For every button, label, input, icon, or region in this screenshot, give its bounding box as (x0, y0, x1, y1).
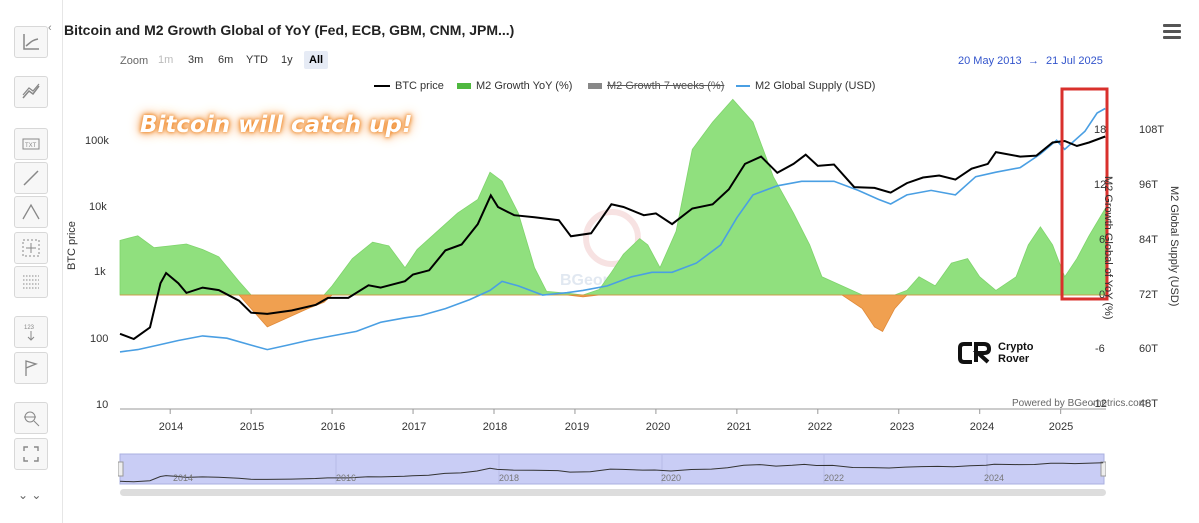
right1-tick-12: 12 (1094, 179, 1107, 191)
navigator-left-handle (118, 461, 124, 477)
legend-item-btc[interactable]: BTC price (374, 80, 444, 92)
btc-price-line (119, 135, 1106, 341)
trend-lines-icon[interactable] (14, 76, 48, 108)
line-chart-icon[interactable] (14, 26, 48, 58)
fibonacci-icon[interactable] (14, 266, 48, 298)
left-axis-title: BTC price (66, 221, 78, 270)
nav-tick-2020: 2020 (661, 473, 682, 483)
highlight-box (1060, 87, 1109, 301)
right2-tick-108T: 108T (1139, 124, 1165, 136)
range-start[interactable]: 20 May 2013 (958, 55, 1022, 67)
m2-supply-line (119, 107, 1106, 353)
menu-icon[interactable] (1163, 24, 1181, 42)
right1-tick-minus6: -6 (1095, 343, 1105, 355)
zoom-ytd-button[interactable]: YTD (246, 54, 268, 66)
nav-tick-2014: 2014 (173, 473, 194, 483)
x-tick-2015: 2015 (239, 421, 265, 433)
legend-item-m2-7w[interactable]: M2 Growth 7 weeks (%) (588, 80, 724, 92)
right2-tick-60T: 60T (1139, 343, 1158, 355)
range-end[interactable]: 21 Jul 2025 (1046, 55, 1103, 67)
navigator[interactable] (118, 452, 1106, 486)
legend-label-m2-yoy: M2 Growth YoY (%) (476, 80, 573, 92)
x-tick-2023: 2023 (889, 421, 915, 433)
zoom-1y-button[interactable]: 1y (281, 54, 293, 66)
chart-title: Bitcoin and M2 Growth Global of YoY (Fed… (64, 22, 515, 38)
x-tick-2025: 2025 (1048, 421, 1074, 433)
zoom-1m-button[interactable]: 1m (158, 54, 174, 66)
x-tick-2019: 2019 (564, 421, 590, 433)
x-tick-2014: 2014 (158, 421, 184, 433)
navigator-right-handle (1100, 461, 1106, 477)
crosshair-icon[interactable] (14, 232, 48, 264)
svg-text:TXT: TXT (25, 143, 37, 149)
legend-label-m2-7w: M2 Growth 7 weeks (%) (607, 80, 725, 92)
left-tick-1k: 1k (94, 266, 106, 278)
x-tick-2021: 2021 (726, 421, 752, 433)
nav-tick-2024: 2024 (984, 473, 1005, 483)
x-tick-2024: 2024 (969, 421, 995, 433)
text-annotation-icon[interactable]: TXT (14, 128, 48, 160)
m2-growth-negative-area (120, 294, 1106, 332)
crypto-rover-logo: Crypto Rover (958, 340, 1033, 366)
tools-sidebar: TXT 123 ⌄ ⌄ (0, 0, 63, 523)
measure-icon[interactable]: 123 (14, 316, 48, 348)
left-tick-100: 100 (90, 333, 109, 345)
x-tick-2016: 2016 (320, 421, 346, 433)
zoom-icon[interactable] (14, 402, 48, 434)
zoom-label: Zoom (120, 55, 149, 67)
legend-label-m2-supply: M2 Global Supply (USD) (755, 80, 876, 92)
toolbar-scroll-arrows[interactable]: ⌄ ⌄ (18, 488, 42, 502)
rover-line2: Rover (998, 353, 1030, 365)
left-tick-10k: 10k (89, 201, 107, 213)
nav-tick-2018: 2018 (499, 473, 520, 483)
svg-text:123: 123 (24, 325, 35, 331)
legend-label-btc: BTC price (395, 80, 444, 92)
x-tick-2018: 2018 (482, 421, 508, 433)
legend-item-m2-yoy[interactable]: M2 Growth YoY (%) (457, 80, 572, 92)
right2-tick-84T: 84T (1139, 234, 1158, 246)
x-tick-2022: 2022 (807, 421, 833, 433)
collapse-sidebar-icon[interactable]: ‹ (48, 22, 52, 34)
right1-tick-minus12: -12 (1091, 398, 1107, 410)
right1-tick-18: 18 (1094, 124, 1107, 136)
triangle-pattern-icon[interactable] (14, 196, 48, 228)
x-tick-2017: 2017 (401, 421, 427, 433)
left-tick-100k: 100k (85, 135, 109, 147)
legend-item-m2-supply[interactable]: M2 Global Supply (USD) (736, 80, 875, 92)
range-arrow: → (1028, 55, 1039, 67)
nav-tick-2016: 2016 (336, 473, 357, 483)
flag-icon[interactable] (14, 352, 48, 384)
overlay-caption: Bitcoin will catch up! (140, 112, 413, 138)
watermark-logo (583, 209, 641, 267)
fullscreen-icon[interactable] (14, 438, 48, 470)
rover-line1: Crypto (998, 341, 1034, 353)
powered-by-credit[interactable]: Powered by BGeometrics.com (1012, 398, 1148, 409)
navigator-scrollbar[interactable] (120, 489, 1106, 496)
right2-tick-72T: 72T (1139, 289, 1158, 301)
nav-tick-2022: 2022 (824, 473, 845, 483)
navigator-btc-line (119, 462, 1104, 483)
x-tick-2020: 2020 (645, 421, 671, 433)
right1-tick-6: 6 (1099, 234, 1106, 246)
zoom-all-button[interactable]: All (304, 51, 329, 69)
right2-tick-48T: 48T (1139, 398, 1158, 410)
right2-tick-96T: 96T (1139, 179, 1158, 191)
zoom-6m-button[interactable]: 6m (218, 54, 234, 66)
segment-icon[interactable] (14, 162, 48, 194)
left-tick-10: 10 (96, 399, 109, 411)
zoom-3m-button[interactable]: 3m (188, 54, 204, 66)
right1-tick-0: 0 (1099, 289, 1106, 301)
right-axis-2-title: M2 Global Supply (USD) (1168, 186, 1180, 307)
crypto-rover-mark-icon (958, 342, 992, 364)
